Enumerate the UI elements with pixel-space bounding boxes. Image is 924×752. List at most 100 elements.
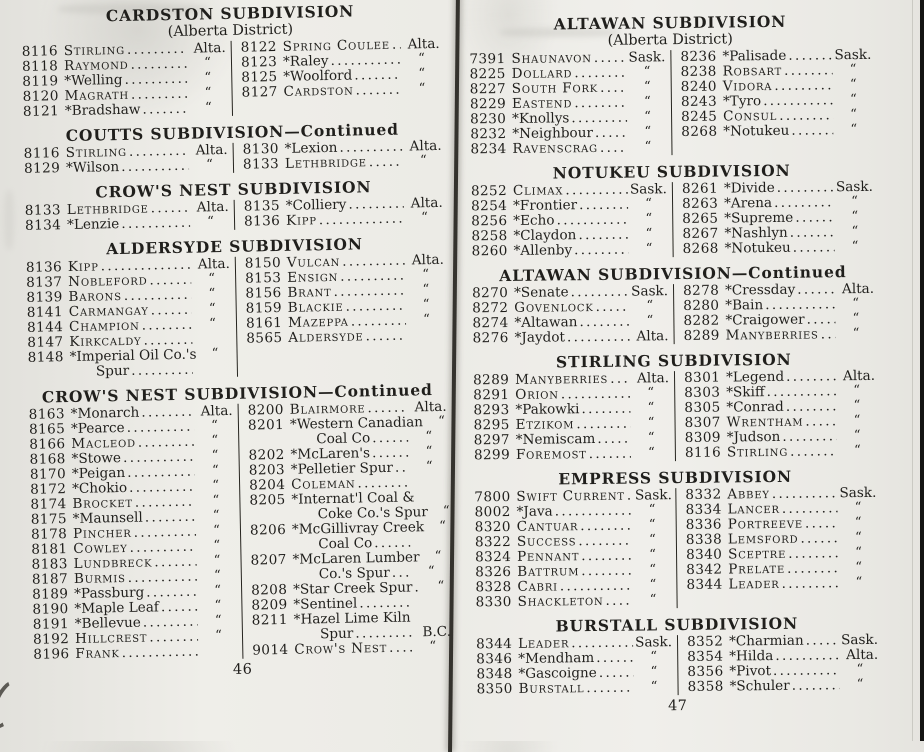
page-left: CARDSTON SUBDIVISION(Alberta District)81… — [0, 0, 452, 741]
dot-leader — [151, 303, 192, 319]
section-title: ALTAWAN SUBDIVISION—Continued — [472, 263, 874, 285]
station-number: 8127 — [241, 85, 283, 101]
province-label: “ — [198, 523, 235, 539]
dot-leader — [319, 212, 405, 229]
dot-leader — [129, 540, 196, 556]
dot-leader — [790, 225, 835, 241]
subdivision-section: NOTUKEU SUBDIVISION8252ClimaxSask.8254*F… — [471, 161, 874, 260]
dot-leader — [793, 240, 835, 255]
province-label: “ — [194, 301, 231, 317]
province-label: “ — [634, 562, 671, 577]
province-label: “ — [630, 226, 667, 241]
station-number — [248, 444, 290, 445]
station-column: 8116StirlingAlta.8118Raymond“8119*Wellin… — [22, 41, 232, 120]
province-label: “ — [836, 224, 873, 239]
station-name: Shackleton — [517, 594, 603, 610]
province-label: “ — [841, 677, 878, 692]
station-name: Foremost — [516, 447, 587, 463]
province-label: “ — [635, 649, 672, 664]
dot-leader — [779, 108, 833, 124]
dot-leader — [579, 315, 629, 331]
dot-leader — [355, 83, 401, 99]
station-name: Frank — [75, 646, 120, 662]
subdivision-section: CARDSTON SUBDIVISION(Alberta District)81… — [21, 1, 441, 120]
section-columns: 8289ManyberriesAlta.8291Orion“8293*Pakow… — [473, 369, 876, 464]
station-name: *Wilson — [66, 160, 119, 176]
dot-leader — [578, 228, 628, 244]
dot-leader — [571, 636, 633, 652]
dot-leader — [782, 501, 838, 517]
station-number: 8276 — [473, 331, 515, 346]
dot-leader — [571, 111, 627, 127]
province-label: “ — [631, 313, 668, 328]
dot-leader — [129, 480, 195, 496]
station-number — [250, 549, 292, 550]
station-number: 8207 — [250, 553, 292, 569]
dot-leader — [354, 68, 401, 84]
province-label: “ — [190, 100, 227, 116]
station-name: Vidora — [723, 79, 773, 95]
dot-leader — [795, 210, 834, 225]
station-number: 8234 — [470, 142, 512, 157]
station-column: 8136KippAlta.8137Nobleford“8139Barons“81… — [26, 257, 237, 381]
province-label: “ — [408, 312, 445, 328]
dot-leader — [121, 216, 190, 232]
dot-leader — [339, 140, 402, 156]
province-label: “ — [837, 326, 874, 341]
province-label: “ — [835, 77, 872, 92]
dot-leader — [787, 561, 838, 577]
dot-leader — [122, 645, 199, 661]
province-label: “ — [632, 385, 669, 400]
station-number — [28, 376, 70, 377]
province-label — [415, 501, 452, 502]
dot-leader — [372, 446, 409, 462]
station-column: 8261*DivideSask.8263*Arena“8265*Supreme“… — [672, 180, 874, 257]
station-number: 8358 — [687, 679, 729, 694]
province-label: “ — [630, 211, 667, 226]
dot-leader — [805, 516, 838, 531]
dot-leader — [121, 159, 189, 175]
dot-leader — [333, 284, 405, 300]
dot-leader — [142, 102, 188, 118]
dot-leader — [597, 432, 631, 447]
province-label: “ — [403, 81, 440, 97]
station-name: Battrum — [517, 564, 579, 580]
section-title-text: ALTAWAN SUBDIVISION — [554, 12, 787, 34]
station-column: 8150VulcanAlta.8153Ensign“8156Brant“8159… — [235, 253, 446, 377]
dot-leader — [790, 444, 837, 460]
station-column: 8301*LegendAlta.8303*Skiff“8305*Conrad“8… — [674, 369, 876, 461]
province-label: “ — [200, 628, 237, 644]
province-label: “ — [635, 664, 672, 679]
province-label: “ — [634, 517, 671, 532]
province-label: “ — [629, 109, 666, 124]
section-title-suffix: —Continued — [284, 120, 399, 141]
province-label: “ — [634, 577, 671, 592]
dot-leader — [138, 435, 195, 451]
station-number: 8121 — [23, 104, 65, 120]
station-number: 8260 — [472, 244, 514, 259]
station-number: 8201 — [248, 418, 290, 434]
station-number: 8268 — [681, 125, 723, 140]
province-label: “ — [835, 107, 872, 122]
province-label: “ — [197, 478, 234, 494]
dot-leader — [595, 126, 627, 141]
station-row: 8268*Notukeu“ — [683, 240, 874, 257]
province-label — [195, 373, 232, 374]
station-number: 8134 — [25, 218, 67, 234]
province-label: “ — [634, 532, 671, 547]
section-title: EMPRESS SUBDIVISION — [474, 467, 876, 489]
dot-leader — [414, 580, 420, 595]
station-number: 8133 — [243, 157, 285, 173]
dot-leader — [777, 180, 834, 196]
section-columns: 8344LeaderSask.8346*Mendham“8348*Gascoig… — [476, 633, 879, 698]
province-label: “ — [635, 679, 672, 694]
province-label — [411, 486, 448, 487]
scan-edge-line — [912, 0, 913, 741]
